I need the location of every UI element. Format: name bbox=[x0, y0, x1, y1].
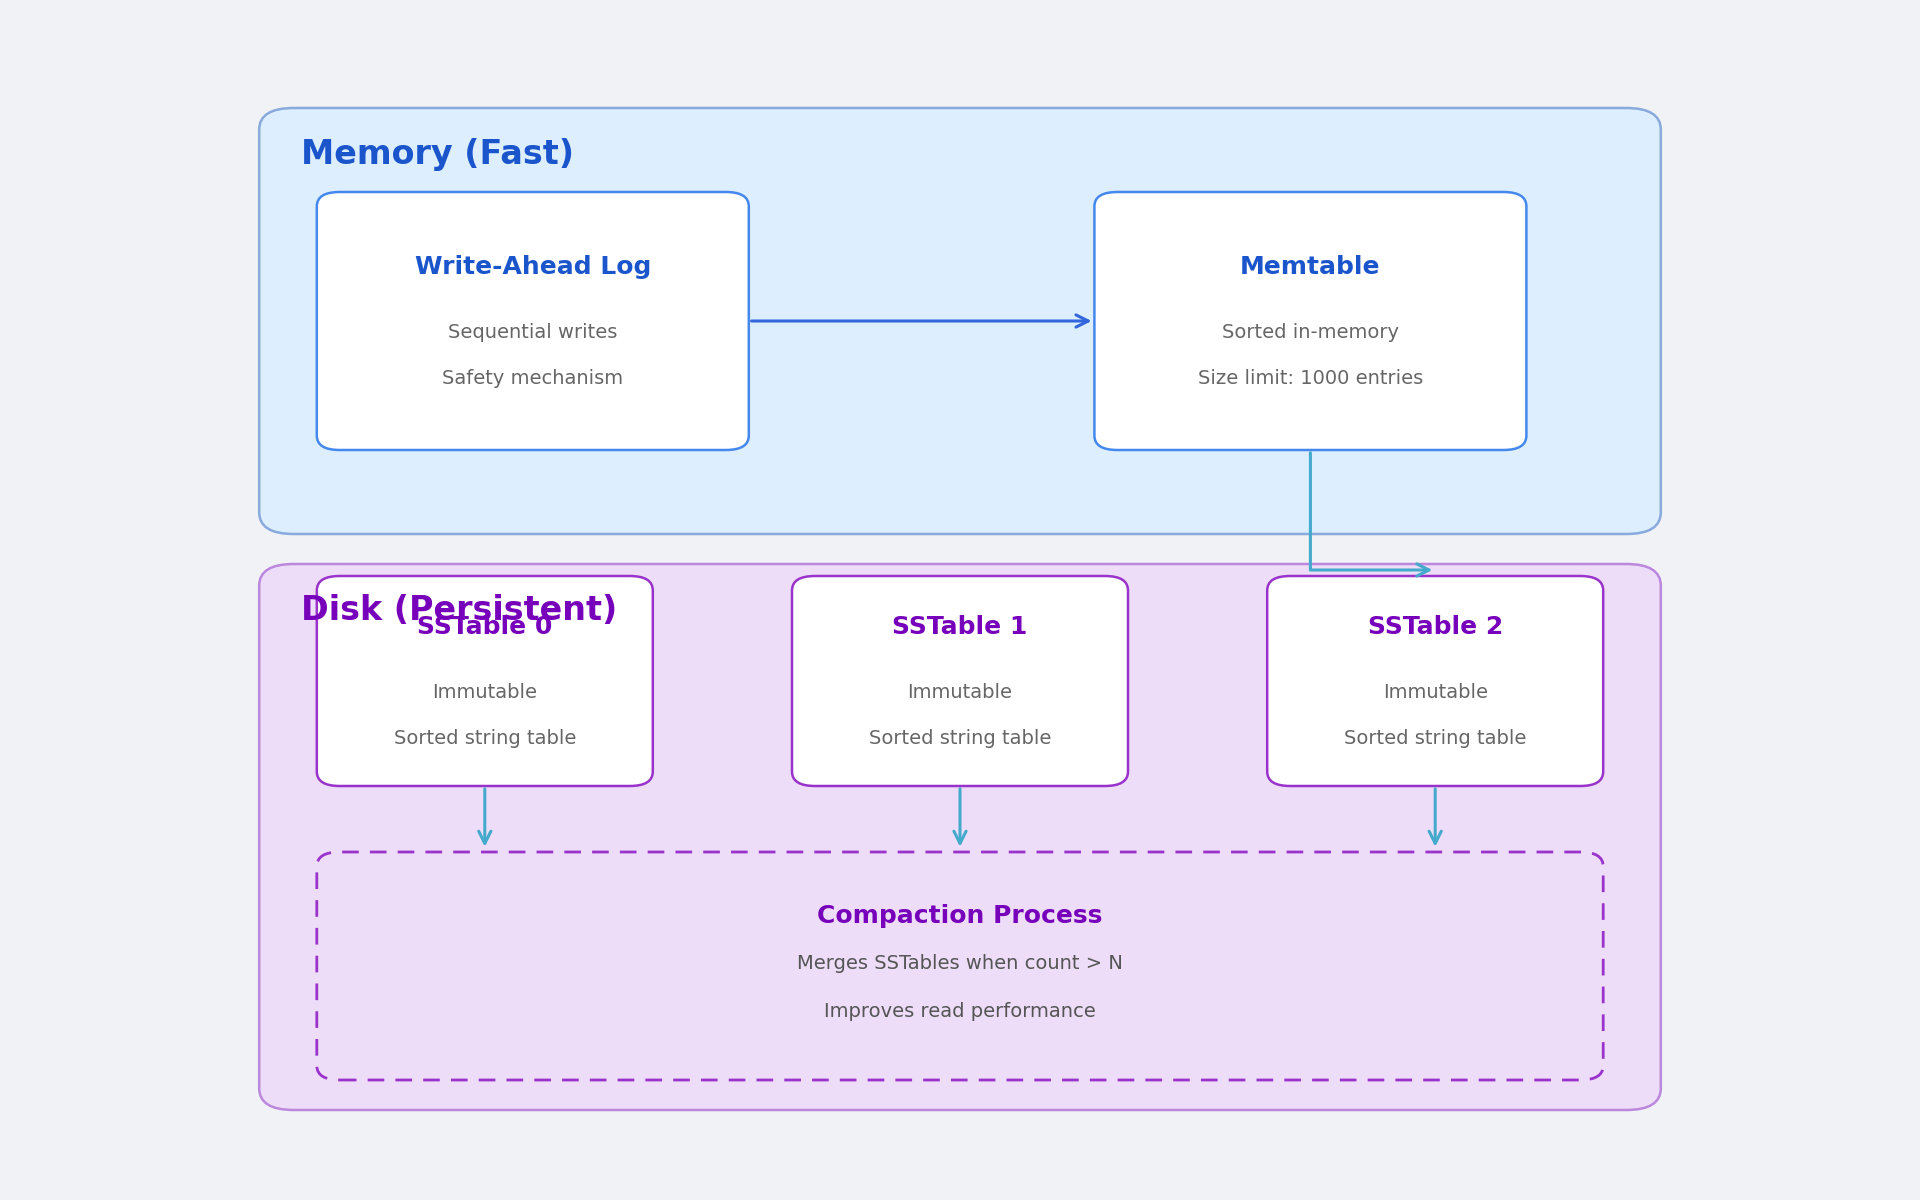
Text: Sorted string table: Sorted string table bbox=[394, 730, 576, 748]
Text: SSTable 2: SSTable 2 bbox=[1367, 614, 1503, 638]
Text: Size limit: 1000 entries: Size limit: 1000 entries bbox=[1198, 370, 1423, 388]
Text: Immutable: Immutable bbox=[432, 684, 538, 702]
FancyBboxPatch shape bbox=[317, 576, 653, 786]
Text: Immutable: Immutable bbox=[908, 684, 1012, 702]
Text: Memtable: Memtable bbox=[1240, 254, 1380, 278]
Text: Immutable: Immutable bbox=[1382, 684, 1488, 702]
FancyBboxPatch shape bbox=[317, 852, 1603, 1080]
FancyBboxPatch shape bbox=[1267, 576, 1603, 786]
Text: Sorted string table: Sorted string table bbox=[870, 730, 1050, 748]
Text: Sorted in-memory: Sorted in-memory bbox=[1221, 324, 1400, 342]
Text: SSTable 1: SSTable 1 bbox=[893, 614, 1027, 638]
Text: SSTable 0: SSTable 0 bbox=[417, 614, 553, 638]
FancyBboxPatch shape bbox=[317, 192, 749, 450]
FancyBboxPatch shape bbox=[259, 564, 1661, 1110]
Text: Memory (Fast): Memory (Fast) bbox=[301, 138, 574, 170]
Text: Write-Ahead Log: Write-Ahead Log bbox=[415, 254, 651, 278]
FancyBboxPatch shape bbox=[1094, 192, 1526, 450]
Text: Safety mechanism: Safety mechanism bbox=[442, 370, 624, 388]
Text: Compaction Process: Compaction Process bbox=[818, 904, 1102, 928]
FancyBboxPatch shape bbox=[259, 108, 1661, 534]
Text: Merges SSTables when count > N: Merges SSTables when count > N bbox=[797, 954, 1123, 973]
Text: Sorted string table: Sorted string table bbox=[1344, 730, 1526, 748]
Text: Disk (Persistent): Disk (Persistent) bbox=[301, 594, 618, 626]
Text: Sequential writes: Sequential writes bbox=[447, 324, 618, 342]
FancyBboxPatch shape bbox=[791, 576, 1127, 786]
Text: Improves read performance: Improves read performance bbox=[824, 1002, 1096, 1021]
